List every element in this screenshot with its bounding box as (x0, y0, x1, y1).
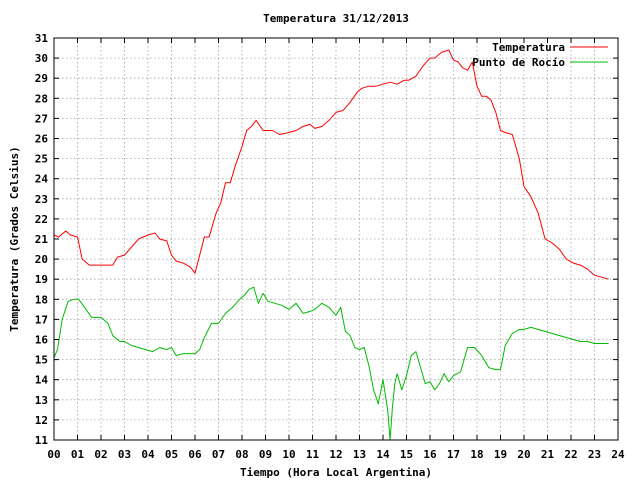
y-tick-label: 11 (35, 434, 49, 447)
x-tick-label: 19 (494, 448, 507, 461)
x-axis-label: Tiempo (Hora Local Argentina) (240, 466, 432, 479)
x-tick-label: 13 (353, 448, 366, 461)
x-tick-label: 10 (282, 448, 295, 461)
legend-label-punto-de-rocio: Punto de Rocío (472, 56, 565, 69)
y-tick-label: 22 (35, 213, 48, 226)
y-tick-label: 26 (35, 133, 49, 146)
y-tick-label: 25 (35, 153, 48, 166)
y-tick-label: 12 (35, 414, 48, 427)
x-tick-label: 23 (588, 448, 601, 461)
x-tick-label: 07 (212, 448, 225, 461)
legend: Temperatura Punto de Rocío (472, 41, 608, 69)
x-tick-label: 01 (71, 448, 85, 461)
x-tick-labels: 00 01 02 03 04 05 06 07 08 09 10 11 12 13 14 15 16 17 18 19… (47, 448, 625, 461)
y-tick-label: 16 (35, 334, 49, 347)
x-tick-label: 11 (306, 448, 320, 461)
y-tick-label: 28 (35, 92, 48, 105)
x-tick-label: 17 (447, 448, 460, 461)
chart-title: Temperatura 31/12/2013 (263, 12, 409, 25)
x-tick-label: 15 (400, 448, 413, 461)
x-tick-label: 14 (376, 448, 390, 461)
x-tick-label: 09 (259, 448, 272, 461)
x-tick-label: 21 (541, 448, 555, 461)
y-tick-label: 13 (35, 394, 48, 407)
y-tick-labels: 11 12 13 14 15 16 17 18 19 20 21 22 23 24 25 26 27 28 29 30… (35, 32, 49, 447)
x-tick-label: 20 (517, 448, 530, 461)
x-tick-label: 04 (141, 448, 155, 461)
series-line-punto-de-rocio (53, 286, 609, 441)
x-tick-label: 22 (564, 448, 577, 461)
y-tick-label: 31 (35, 32, 49, 45)
x-tick-label: 24 (611, 448, 625, 461)
y-tick-label: 21 (35, 233, 49, 246)
x-tick-label: 02 (94, 448, 107, 461)
tick-marks (53, 37, 619, 441)
y-tick-label: 19 (35, 273, 48, 286)
x-tick-label: 12 (329, 448, 342, 461)
y-tick-label: 27 (35, 112, 48, 125)
x-tick-label: 00 (47, 448, 60, 461)
x-tick-label: 06 (188, 448, 202, 461)
y-tick-label: 17 (35, 313, 48, 326)
series-line-temperatura (53, 49, 609, 280)
series-layer (53, 49, 609, 441)
y-tick-label: 18 (35, 293, 48, 306)
x-tick-label: 16 (423, 448, 437, 461)
y-tick-label: 14 (35, 374, 49, 387)
y-tick-label: 23 (35, 193, 48, 206)
y-tick-label: 15 (35, 354, 48, 367)
y-axis-label: Temperatura (Grados Celsius) (8, 146, 21, 331)
x-tick-label: 03 (118, 448, 131, 461)
y-tick-label: 30 (35, 52, 48, 65)
x-tick-label: 05 (165, 448, 178, 461)
grid-lines (54, 38, 618, 440)
y-tick-label: 24 (35, 173, 49, 186)
x-tick-label: 18 (470, 448, 483, 461)
y-tick-label: 20 (35, 253, 48, 266)
legend-label-temperatura: Temperatura (492, 41, 565, 54)
x-tick-label: 08 (235, 448, 248, 461)
y-tick-label: 29 (35, 72, 48, 85)
